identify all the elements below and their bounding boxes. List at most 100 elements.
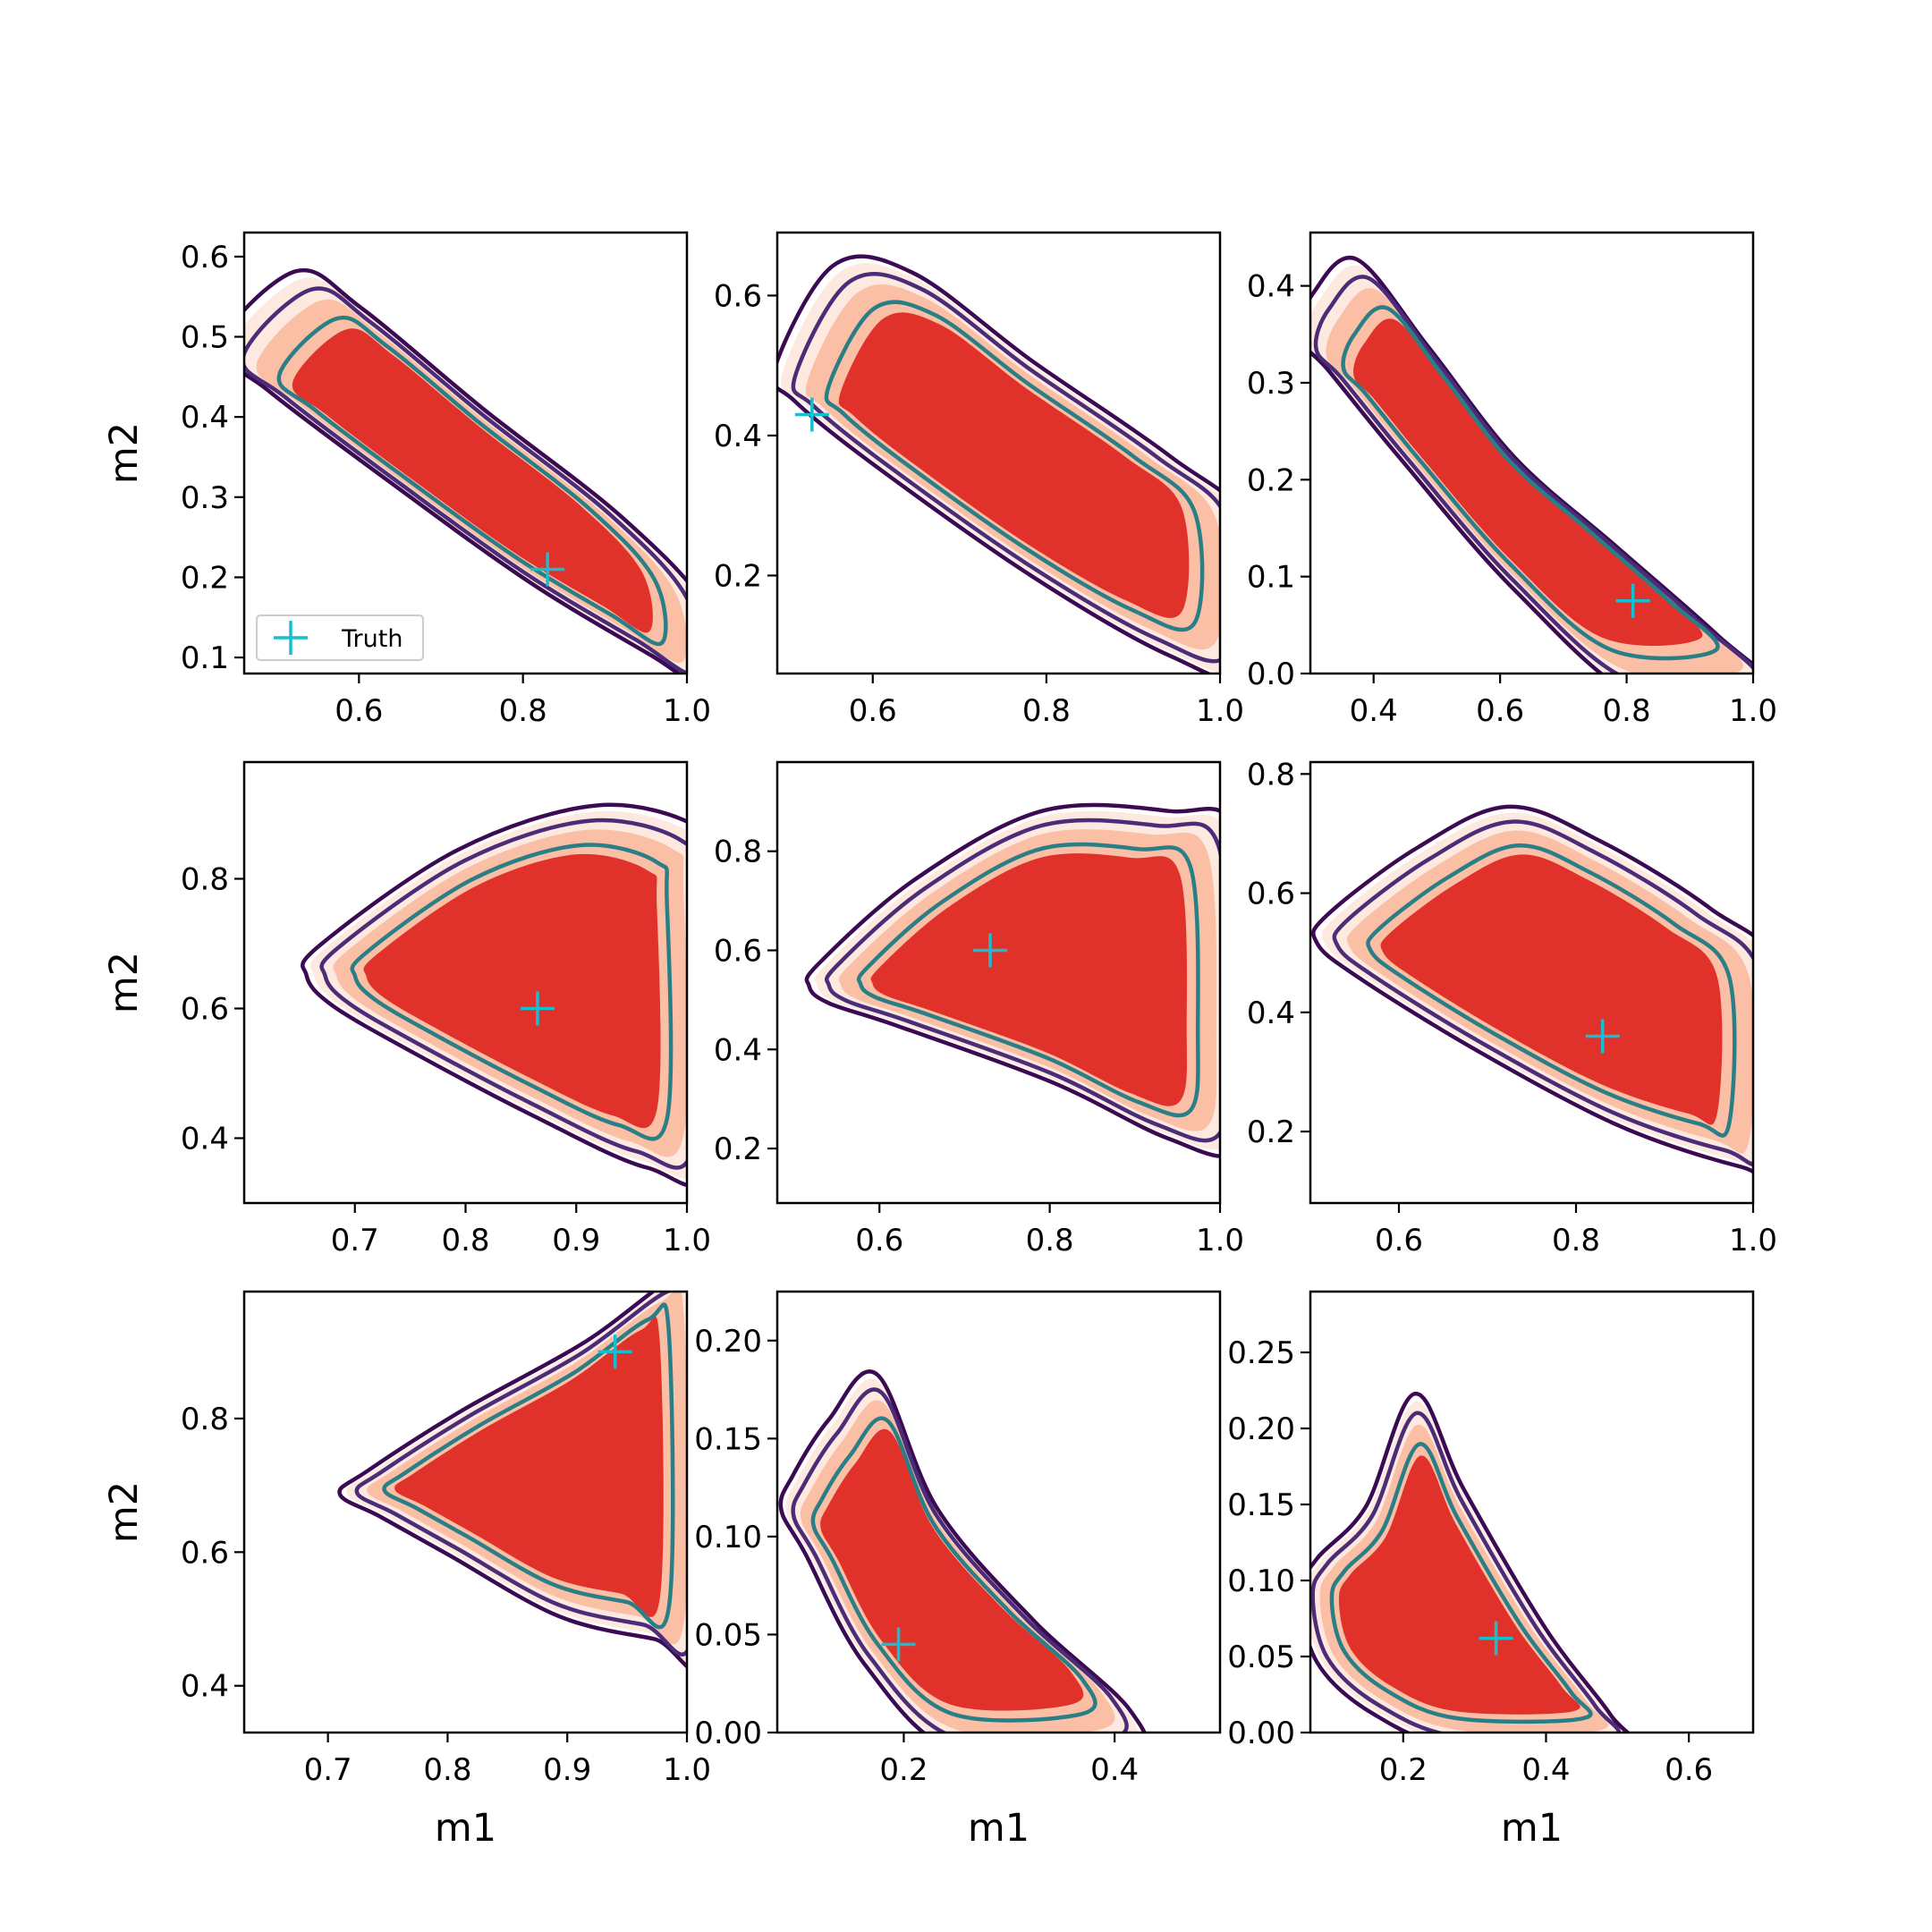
density-fill-inner: [394, 1316, 664, 1617]
y-tick-label: 0.8: [181, 1402, 229, 1437]
contour-inner: [1341, 305, 1720, 661]
axes-frame: [775, 760, 1222, 1205]
x-tick-label: 0.2: [1379, 1752, 1428, 1788]
y-tick-label: 0.4: [1247, 269, 1295, 305]
contour-outer: [301, 802, 687, 1188]
y-axis-label: m2: [102, 952, 147, 1013]
density-fill-inner: [1338, 1455, 1580, 1715]
axes-frame: [775, 1290, 1222, 1734]
axes-frame: [775, 231, 1222, 675]
x-tick-label: 0.9: [552, 1223, 600, 1258]
truth-marker: [1615, 583, 1650, 618]
legend-box: [256, 614, 424, 661]
x-tick-label: 1.0: [1729, 693, 1777, 729]
y-tick-label: 0.5: [181, 320, 229, 356]
density-region: [1310, 255, 1753, 674]
y-tick-label: 0.10: [694, 1520, 762, 1555]
density-region: [244, 267, 687, 674]
y-tick-label: 0.2: [1247, 1114, 1295, 1150]
y-tick-label: 0.6: [714, 278, 762, 314]
x-tick-label: 0.6: [1375, 1223, 1423, 1258]
y-tick-label: 0.05: [694, 1617, 762, 1653]
x-tick-label: 0.6: [1476, 693, 1524, 729]
truth-marker: [794, 397, 829, 432]
contour-inner: [856, 842, 1200, 1118]
density-region: [778, 1369, 1147, 1733]
x-tick-label: 0.2: [879, 1752, 928, 1788]
y-tick-label: 0.4: [1247, 996, 1295, 1031]
y-tick-label: 0.15: [1227, 1487, 1295, 1523]
density-region: [337, 1292, 687, 1670]
contour-inner: [350, 843, 674, 1141]
panel-row3-col2: 0.2 0.4 0.00 0.05 0.10 0.15 0.20 m1: [694, 1290, 1222, 1851]
y-tick-label: 0.4: [181, 1669, 229, 1705]
panel-row3-col1: 0.7 0.8 0.9 1.0 0.4 0.6 0.8 m2 m1: [102, 1290, 711, 1851]
x-tick-label: 0.4: [1350, 693, 1398, 729]
x-tick-label: 1.0: [1196, 693, 1244, 729]
x-tick-label: 0.6: [335, 693, 383, 729]
panel-grid: 0.6 0.8 1.0 0.1 0.2 0.3 0.4 0.5 0.6 m2 Truth 0.6 0.8…: [102, 231, 1777, 1851]
y-tick-label: 0.4: [714, 1032, 762, 1068]
axes-frame: [1309, 1290, 1755, 1734]
legend: Truth: [256, 614, 424, 661]
x-tick-label: 1.0: [663, 1752, 711, 1788]
y-tick-label: 0.3: [1247, 366, 1295, 402]
y-tick-label: 0.4: [181, 1122, 229, 1157]
density-region: [301, 802, 687, 1188]
x-tick-label: 0.8: [441, 1223, 489, 1258]
panel-row1-col3: 0.4 0.6 0.8 1.0 0.0 0.1 0.2 0.3 0.4: [1247, 231, 1777, 729]
y-tick-label: 0.15: [694, 1421, 762, 1457]
truth-marker: [1479, 1621, 1513, 1656]
density-region: [804, 802, 1220, 1158]
panel-row1-col2: 0.6 0.8 1.0 0.2 0.4 0.6: [714, 231, 1244, 729]
density-fill-inner: [1380, 854, 1723, 1125]
y-tick-label: 0.1: [1247, 560, 1295, 596]
contour-outer: [1311, 804, 1753, 1174]
y-tick-label: 0.10: [1227, 1563, 1295, 1599]
x-tick-label: 0.4: [1521, 1752, 1570, 1788]
truth-marker: [972, 933, 1007, 968]
contour-mid: [825, 818, 1220, 1143]
contour-outer: [244, 267, 687, 674]
density-region: [777, 254, 1220, 674]
y-tick-label: 0.2: [1247, 462, 1295, 498]
x-tick-label: 0.8: [1552, 1223, 1600, 1258]
y-tick-label: 0.6: [181, 992, 229, 1028]
contour-mid: [1313, 275, 1753, 674]
panel-row1-col1: 0.6 0.8 1.0 0.1 0.2 0.3 0.4 0.5 0.6 m2 Truth: [102, 231, 711, 729]
y-tick-label: 0.20: [1227, 1411, 1295, 1447]
y-tick-label: 0.6: [1247, 877, 1295, 912]
x-tick-label: 0.8: [1026, 1223, 1074, 1258]
panel-row2-col2: 0.6 0.8 1.0 0.2 0.4 0.6 0.8: [714, 760, 1244, 1258]
y-tick-label: 0.05: [1227, 1640, 1295, 1675]
contour-inner: [1366, 843, 1737, 1138]
x-tick-label: 0.6: [849, 693, 897, 729]
contour-inner: [1329, 1442, 1593, 1724]
panel-row2-col1: 0.7 0.8 0.9 1.0 0.4 0.6 0.8 m2: [102, 760, 711, 1258]
contour-outer: [778, 1369, 1147, 1733]
contour-mid: [319, 818, 687, 1170]
x-tick-label: 0.8: [499, 693, 547, 729]
contour-inner: [810, 1416, 1097, 1723]
y-tick-label: 0.4: [714, 419, 762, 454]
density-fill-inner: [1353, 318, 1703, 647]
panel-row3-col3: 0.2 0.4 0.6 0.00 0.05 0.10 0.15 0.20 0.25 m1: [1227, 1290, 1755, 1851]
contour-inner: [382, 1302, 675, 1630]
axes-frame: [242, 1290, 689, 1734]
x-axis-label: m1: [1501, 1806, 1563, 1851]
x-tick-label: 1.0: [663, 693, 711, 729]
density-fill-inner: [363, 853, 661, 1129]
y-tick-label: 0.2: [714, 558, 762, 594]
contour-mid: [791, 1387, 1129, 1733]
density-region: [1310, 1391, 1631, 1733]
y-tick-label: 0.3: [181, 480, 229, 516]
x-tick-label: 0.8: [1022, 693, 1071, 729]
truth-marker: [881, 1627, 916, 1662]
x-tick-label: 1.0: [663, 1223, 711, 1258]
x-tick-label: 0.6: [1665, 1752, 1713, 1788]
y-axis-label: m2: [102, 1481, 147, 1543]
truth-marker: [1585, 1019, 1620, 1054]
y-tick-label: 0.2: [714, 1131, 762, 1167]
x-tick-label: 1.0: [1729, 1223, 1777, 1258]
